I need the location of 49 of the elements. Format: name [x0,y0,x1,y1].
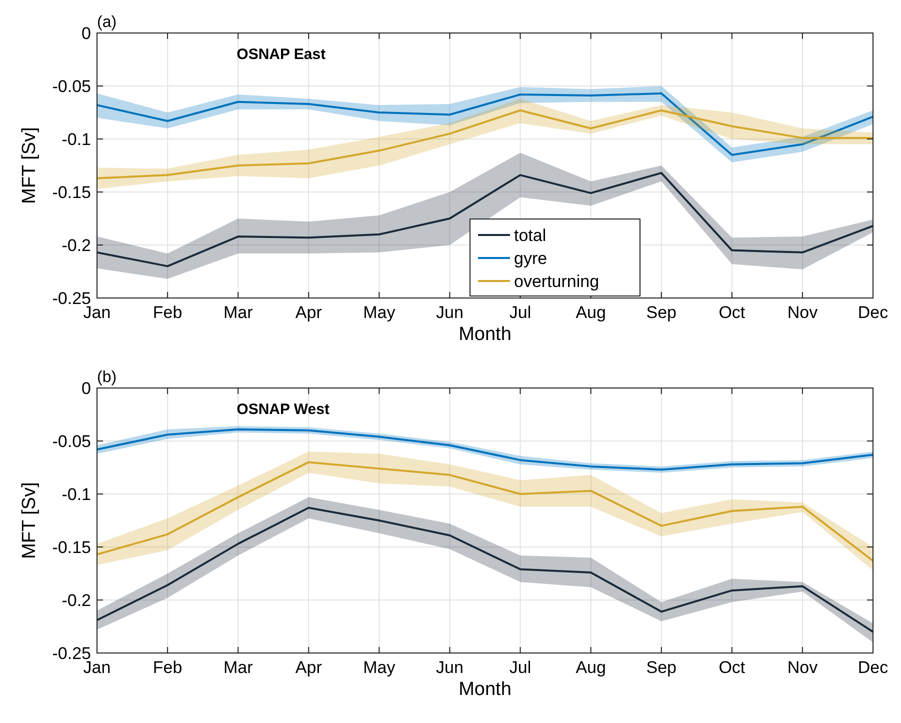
text: (a) [97,14,117,31]
x-tick-label: Oct [718,658,746,677]
line-series [96,109,874,180]
line-series [96,461,874,562]
x-tick-label: Aug [576,303,606,322]
y-tick-label: -0.1 [62,484,91,504]
x-tick-label: Oct [718,303,746,322]
y-axis-title: MFT [Sv] [19,482,40,559]
x-tick-label: Sep [646,658,676,677]
y-tick-label: -0.15 [52,538,91,557]
x-tick-label: Jan [83,303,111,322]
x-tick-label: Jun [436,303,464,322]
x-tick-label: Mar [223,658,254,677]
x-tick-label: May [363,658,396,677]
x-tick-label: Feb [152,303,182,322]
line-series [96,172,874,268]
y-tick-label: 0 [82,378,91,398]
legend-label: overturning [514,272,600,291]
y-axis-title: MFT [Sv] [19,127,40,204]
x-tick-label: Aug [576,658,606,677]
y-tick-label: -0.05 [52,76,91,96]
y-tick-label: -0.1 [62,130,91,149]
x-axis-title: Month [458,679,512,700]
x-tick-label: Dec [858,658,889,677]
x-tick-label: Sep [646,303,676,322]
annotation: OSNAP West [236,401,330,418]
x-tick-label: Jul [509,658,532,677]
x-axis-title: Month [458,324,512,345]
x-tick-label: Nov [787,303,818,322]
y-tick-label: -0.15 [52,182,91,202]
text: (b) [97,369,117,386]
y-tick-label: -0.05 [52,432,91,451]
annotation: OSNAP East [236,46,326,63]
x-tick-label: Nov [787,658,818,677]
legend-label: total [514,226,546,245]
x-tick-label: Apr [295,658,322,677]
x-tick-label: Jan [83,658,111,677]
x-tick-label: Feb [152,658,182,677]
x-tick-label: May [363,303,396,322]
legend-label: gyre [514,248,548,268]
y-tick-label: 0 [82,24,91,43]
y-tick-label: -0.2 [62,590,91,610]
x-tick-label: Jul [509,303,532,322]
x-tick-label: Apr [295,303,322,322]
line-series [96,92,874,156]
x-tick-label: Dec [858,303,889,322]
x-tick-label: Jun [436,658,464,677]
x-tick-label: Mar [223,303,254,322]
y-tick-label: -0.2 [62,236,91,255]
